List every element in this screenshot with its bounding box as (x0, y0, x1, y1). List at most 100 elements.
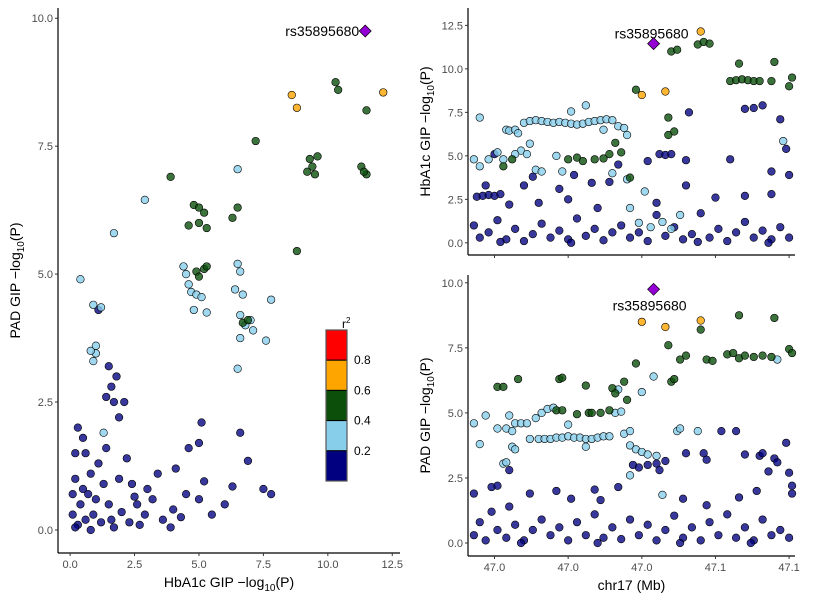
data-point (499, 382, 508, 391)
data-point (236, 333, 245, 343)
data-point (752, 486, 761, 496)
data-point (646, 223, 655, 232)
data-point (184, 443, 193, 453)
data-point (764, 238, 773, 247)
svg-text:PAD GIP −log10(P): PAD GIP −log10(P) (7, 222, 27, 338)
data-point (581, 531, 590, 540)
data-point (292, 103, 302, 112)
data-point (531, 414, 540, 423)
data-point (581, 231, 590, 240)
data-point (770, 57, 779, 67)
data-point (664, 341, 673, 350)
data-point (94, 459, 103, 468)
data-point (673, 45, 682, 54)
data-point (617, 534, 626, 544)
data-point (194, 218, 204, 228)
data-point (86, 469, 95, 478)
data-point (493, 424, 502, 433)
axis-label-text: PAD GIP −log (7, 252, 23, 338)
data-point (764, 467, 773, 476)
data-point (89, 356, 98, 366)
data-point (493, 525, 502, 535)
y-tick-label: 5.0 (448, 151, 463, 163)
data-point (696, 536, 705, 545)
data-point (379, 88, 388, 97)
data-point (481, 181, 490, 190)
data-point (776, 525, 785, 535)
data-point (693, 237, 702, 247)
data-point (76, 275, 85, 284)
data-point (236, 267, 245, 276)
data-point (622, 130, 632, 140)
x-tick-label: 7.5 (256, 559, 271, 571)
data-point (714, 224, 723, 234)
data-point (133, 500, 142, 509)
data-point (581, 381, 590, 390)
data-point (740, 191, 750, 200)
x-tick-label: 10.0 (317, 559, 338, 571)
data-point (634, 463, 643, 472)
data-point (143, 484, 152, 494)
data-point (776, 223, 785, 232)
y-tick-label: 10.0 (442, 64, 463, 76)
data-point (99, 428, 108, 437)
data-point (513, 129, 523, 138)
data-point (652, 198, 661, 207)
data-point (770, 313, 779, 323)
data-point (676, 424, 685, 433)
data-point (564, 536, 573, 545)
data-point (661, 525, 670, 535)
data-point (127, 479, 137, 489)
data-point (502, 458, 511, 467)
data-point (181, 490, 191, 499)
data-point (678, 494, 688, 503)
data-point (702, 455, 711, 464)
data-point (617, 407, 626, 416)
data-point (525, 434, 534, 444)
data-point (287, 90, 296, 100)
y-tick-label: 12.5 (442, 20, 463, 32)
data-point (236, 428, 245, 437)
data-point (658, 490, 667, 499)
data-point (581, 442, 590, 451)
legend-swatch (325, 389, 348, 422)
data-point (96, 518, 106, 527)
data-point (109, 229, 119, 238)
data-point (107, 515, 116, 524)
data-point (525, 139, 534, 148)
data-point (640, 187, 649, 196)
data-point (71, 449, 80, 458)
data-point (505, 466, 514, 475)
data-point (590, 224, 599, 234)
data-point (189, 305, 198, 315)
data-point (634, 531, 643, 540)
data-point (84, 490, 93, 499)
data-point (197, 418, 206, 427)
data-point (555, 523, 564, 532)
data-point (505, 200, 514, 209)
data-point (334, 85, 343, 94)
data-point (104, 362, 113, 371)
data-point (785, 533, 794, 542)
data-point (614, 160, 623, 169)
data-point (578, 156, 587, 166)
data-point (773, 458, 782, 467)
data-point (505, 411, 514, 420)
data-point (114, 474, 124, 483)
data-point (726, 155, 735, 164)
data-point (233, 364, 242, 373)
data-point (96, 303, 106, 312)
data-point (502, 533, 511, 542)
data-point (481, 411, 490, 420)
data-point (787, 73, 797, 82)
data-point (81, 515, 90, 524)
data-point (670, 511, 679, 520)
lead-snp-point (647, 282, 661, 296)
data-point (184, 221, 193, 230)
data-point (711, 193, 720, 202)
data-point (194, 272, 204, 281)
data-point (676, 538, 685, 548)
data-point (658, 217, 667, 227)
data-point (493, 148, 502, 157)
data-point (528, 525, 537, 535)
